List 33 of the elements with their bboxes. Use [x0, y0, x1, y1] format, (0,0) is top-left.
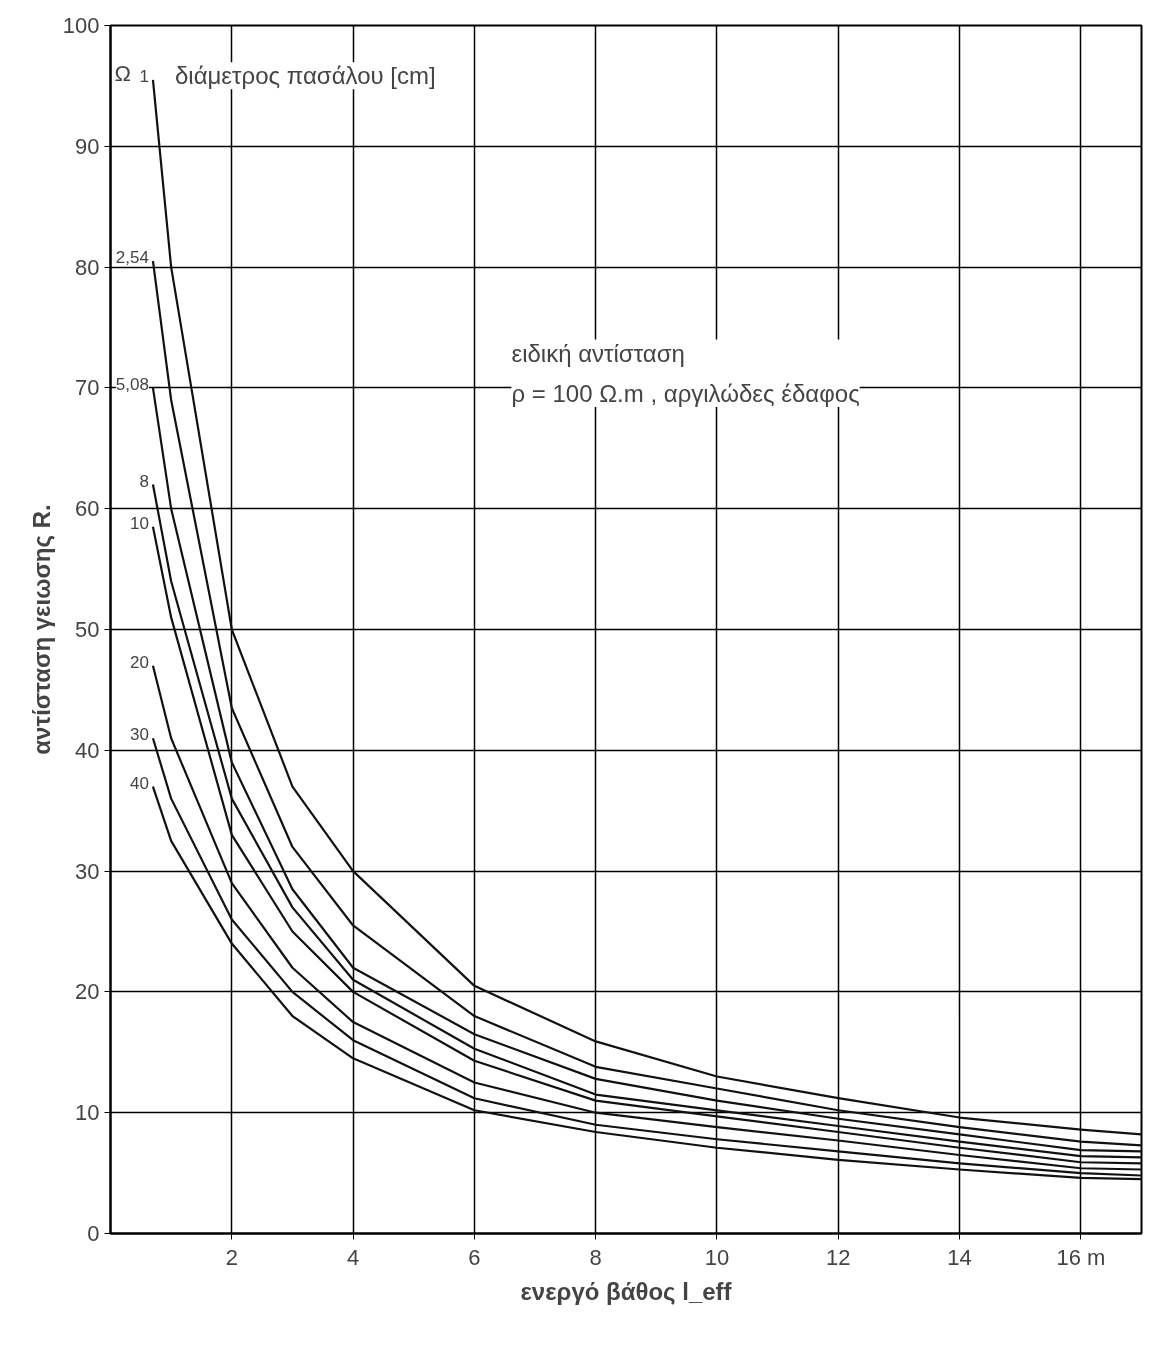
y-tick-label: 40 [75, 737, 100, 763]
series-label: 20 [130, 652, 149, 672]
y-tick-label: 100 [62, 13, 100, 38]
x-tick-label: 14 [947, 1244, 972, 1270]
series-label: 8 [139, 471, 149, 491]
x-tick-label: 6 [468, 1244, 481, 1270]
x-tick-label: 2 [225, 1244, 238, 1270]
y-tick-label: 90 [75, 133, 100, 159]
y-tick-label: 20 [75, 979, 100, 1005]
legend-title: διάμετρος πασάλου [cm] [174, 62, 436, 90]
x-tick-label: 10 [704, 1244, 730, 1270]
y-tick-label: 0 [87, 1221, 100, 1246]
annotation: ειδική αντίσταση ρ = 100 Ω.m , αργιλώδες έδαφος [511, 339, 860, 408]
y-tick-label: 70 [75, 375, 100, 401]
y-tick-label: 30 [75, 858, 100, 884]
y-tick-label: 50 [75, 617, 100, 642]
series-label: 1 [139, 66, 149, 86]
y-tick-label: 60 [75, 496, 100, 522]
series-label: 10 [130, 513, 149, 533]
y-tick-label: 80 [75, 254, 100, 280]
series-label: 2,54 [115, 248, 149, 268]
series-label: 5,08 [115, 374, 149, 394]
x-tick-label: 12 [826, 1244, 851, 1270]
x-tick-label: 8 [589, 1244, 602, 1270]
x-tick-label: 4 [346, 1244, 360, 1270]
series-label: 30 [130, 725, 149, 745]
x-tick-label: 16 m [1056, 1244, 1106, 1270]
annotation: Ω [114, 61, 131, 87]
x-axis-title: ενεργό βάθος l_eff [520, 1277, 733, 1305]
series-label: 40 [130, 773, 149, 793]
y-tick-label: 10 [75, 1100, 100, 1126]
line-series [151, 664, 1142, 1171]
y-axis-title: αντίσταση γειωσης R. [27, 504, 55, 755]
